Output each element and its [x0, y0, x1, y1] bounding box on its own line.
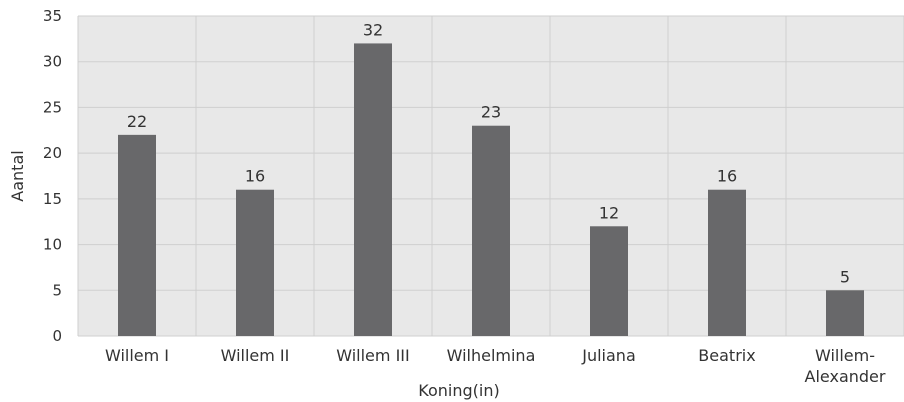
data-labels: 22 16 32 23 12 16 5	[127, 20, 850, 286]
y-tick-label: 10	[43, 236, 62, 254]
x-tick-label: Juliana	[581, 346, 636, 365]
y-axis-title: Aantal	[8, 150, 27, 201]
y-tick-label: 20	[43, 144, 62, 162]
bar	[826, 290, 864, 336]
bar	[118, 134, 156, 336]
x-tick-label: Alexander	[805, 367, 886, 386]
data-label: 32	[363, 20, 383, 39]
bar	[590, 226, 628, 336]
data-label: 23	[481, 103, 501, 122]
y-tick-label: 5	[52, 281, 62, 299]
y-tick-label: 35	[43, 7, 62, 25]
data-label: 5	[840, 267, 850, 286]
y-tick-label: 15	[43, 190, 62, 208]
x-axis-labels: Willem I Willem II Willem III Wilhelmina Jul…	[105, 346, 886, 386]
bar	[472, 125, 510, 336]
x-tick-label: Willem III	[336, 346, 409, 365]
bars	[118, 43, 864, 337]
y-tick-label: 30	[43, 53, 62, 71]
x-tick-label: Willem-	[815, 346, 875, 365]
data-label: 22	[127, 112, 147, 131]
data-label: 12	[599, 203, 619, 222]
bar	[354, 43, 392, 337]
x-tick-label: Wilhelmina	[447, 346, 536, 365]
y-tick-label: 0	[52, 327, 62, 345]
x-tick-label: Willem I	[105, 346, 169, 365]
x-axis-title: Koning(in)	[418, 381, 499, 400]
y-axis-ticks: 0 5 10 15 20 25 30 35	[43, 7, 62, 345]
data-label: 16	[245, 167, 265, 186]
bar	[708, 189, 746, 336]
x-tick-label: Willem II	[221, 346, 290, 365]
x-tick-label: Beatrix	[698, 346, 755, 365]
y-tick-label: 25	[43, 98, 62, 116]
bar	[236, 189, 274, 336]
data-label: 16	[717, 167, 737, 186]
